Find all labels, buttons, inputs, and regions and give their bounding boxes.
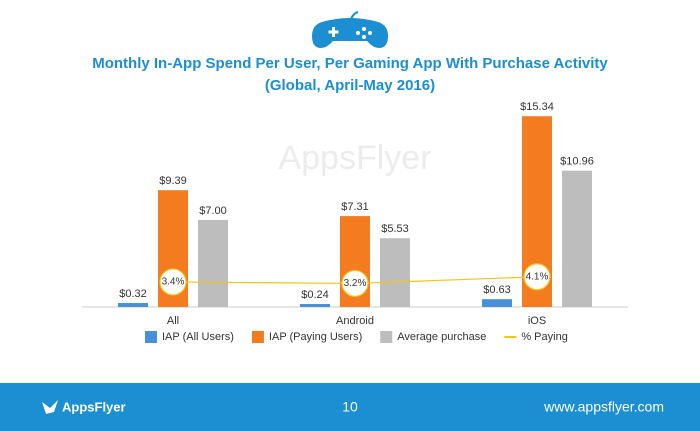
bar-label: $5.53: [381, 223, 409, 235]
line-point: [159, 268, 187, 296]
legend-label: IAP (Paying Users): [269, 331, 362, 343]
line-point: [341, 269, 369, 298]
legend-swatch: [145, 331, 157, 343]
page-number: 10: [342, 399, 358, 415]
legend-swatch: [251, 331, 264, 343]
bar: [198, 219, 228, 307]
bar-label: $0.24: [301, 289, 329, 301]
line-label: 4.1%: [526, 271, 549, 282]
watermark: AppsFlyer: [278, 139, 431, 177]
gamepad-icon: [312, 11, 388, 48]
bar-label: $15.34: [520, 101, 554, 113]
footer-bar: [0, 383, 700, 431]
x-tick-label: Android: [336, 315, 374, 327]
legend-swatch: [380, 331, 393, 343]
bar-label: $0.63: [483, 284, 511, 296]
x-tick-label: iOS: [528, 315, 546, 327]
chart-title: Monthly In-App Spend Per User, Per Gamin…: [92, 55, 608, 72]
line-point: [523, 263, 551, 291]
line-label: 3.2%: [344, 278, 367, 289]
bar: [380, 238, 410, 307]
legend-label: % Paying: [521, 331, 567, 343]
x-tick-label: All: [167, 315, 179, 327]
bar-label: $7.31: [341, 201, 369, 213]
bar: [482, 299, 512, 307]
line-label: 3.4%: [162, 277, 185, 288]
legend-label: Average purchase: [397, 331, 486, 343]
bar-label: $10.96: [560, 156, 594, 168]
bar: [118, 303, 148, 307]
bar: [300, 304, 330, 307]
chart-subtitle: (Global, April-May 2016): [265, 77, 435, 94]
bar: [562, 170, 592, 307]
footer-logo: AppsFlyer: [62, 399, 126, 414]
legend-label: IAP (All Users): [162, 331, 234, 343]
bar-label: $0.32: [119, 288, 147, 300]
bar-label: $9.39: [159, 175, 187, 187]
bar-label: $7.00: [199, 205, 227, 217]
footer-url: www.appsflyer.com: [543, 399, 664, 415]
footer-logo-icon: [42, 400, 58, 414]
